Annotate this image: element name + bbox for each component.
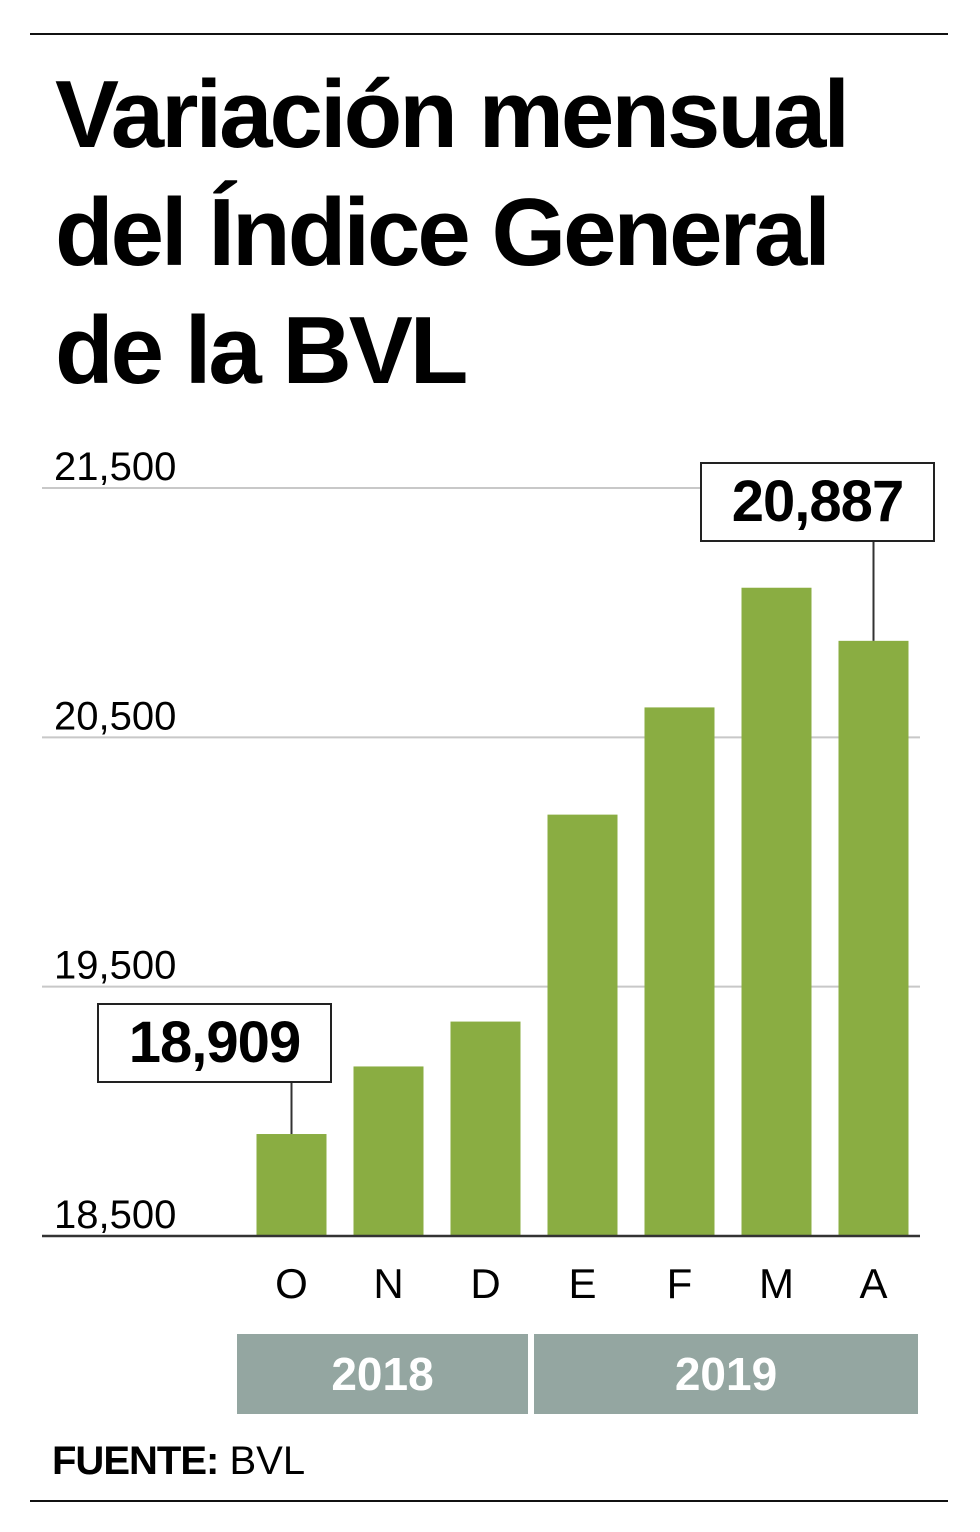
source-label: FUENTE: <box>52 1439 219 1483</box>
bottom-rule <box>30 1500 948 1502</box>
source-value: BVL <box>229 1439 306 1483</box>
title-line-2: del Índice General <box>55 179 831 286</box>
bar-N <box>353 1066 424 1236</box>
title-line-1: Variación mensual <box>55 61 850 168</box>
chart-title: Variación mensual del Índice General de … <box>55 56 955 410</box>
x-tick-label-A: A <box>859 1260 887 1307</box>
bar-D <box>450 1021 521 1236</box>
callout-label-0: 18,909 <box>129 1010 300 1075</box>
y-tick-labels: 18,500 19,500 20,500 21,500 <box>54 445 176 1237</box>
x-tick-label-M: M <box>759 1260 794 1307</box>
callout-box-0 <box>97 1003 332 1083</box>
y-tick-label-2: 20,500 <box>54 694 176 738</box>
callout-box-1 <box>700 462 935 542</box>
bar-M <box>741 587 812 1236</box>
x-tick-label-E: E <box>568 1260 596 1307</box>
title-line-3: de la BVL <box>55 297 468 404</box>
bar-F <box>644 707 715 1236</box>
bar-A <box>838 640 909 1236</box>
x-tick-label-F: F <box>667 1260 693 1307</box>
bar-E <box>547 814 618 1236</box>
y-tick-label-1: 19,500 <box>54 944 176 988</box>
year-label-2018: 2018 <box>331 1348 433 1400</box>
year-bands: 2018 2019 <box>237 1334 918 1414</box>
bars <box>256 587 909 1236</box>
year-band-2019 <box>534 1334 918 1414</box>
year-band-2018 <box>237 1334 528 1414</box>
y-tick-label-0: 18,500 <box>54 1193 176 1237</box>
x-tick-label-N: N <box>373 1260 403 1307</box>
x-tick-label-D: D <box>470 1260 500 1307</box>
x-tick-label-O: O <box>275 1260 308 1307</box>
callout-label-1: 20,887 <box>732 469 903 534</box>
value-callouts: 18,909 20,887 <box>97 462 935 1135</box>
y-tick-label-3: 21,500 <box>54 445 176 489</box>
bar-O <box>256 1134 327 1236</box>
top-rule <box>30 33 948 35</box>
source-note: FUENTE: BVL <box>52 1437 305 1485</box>
year-label-2019: 2019 <box>675 1348 777 1400</box>
